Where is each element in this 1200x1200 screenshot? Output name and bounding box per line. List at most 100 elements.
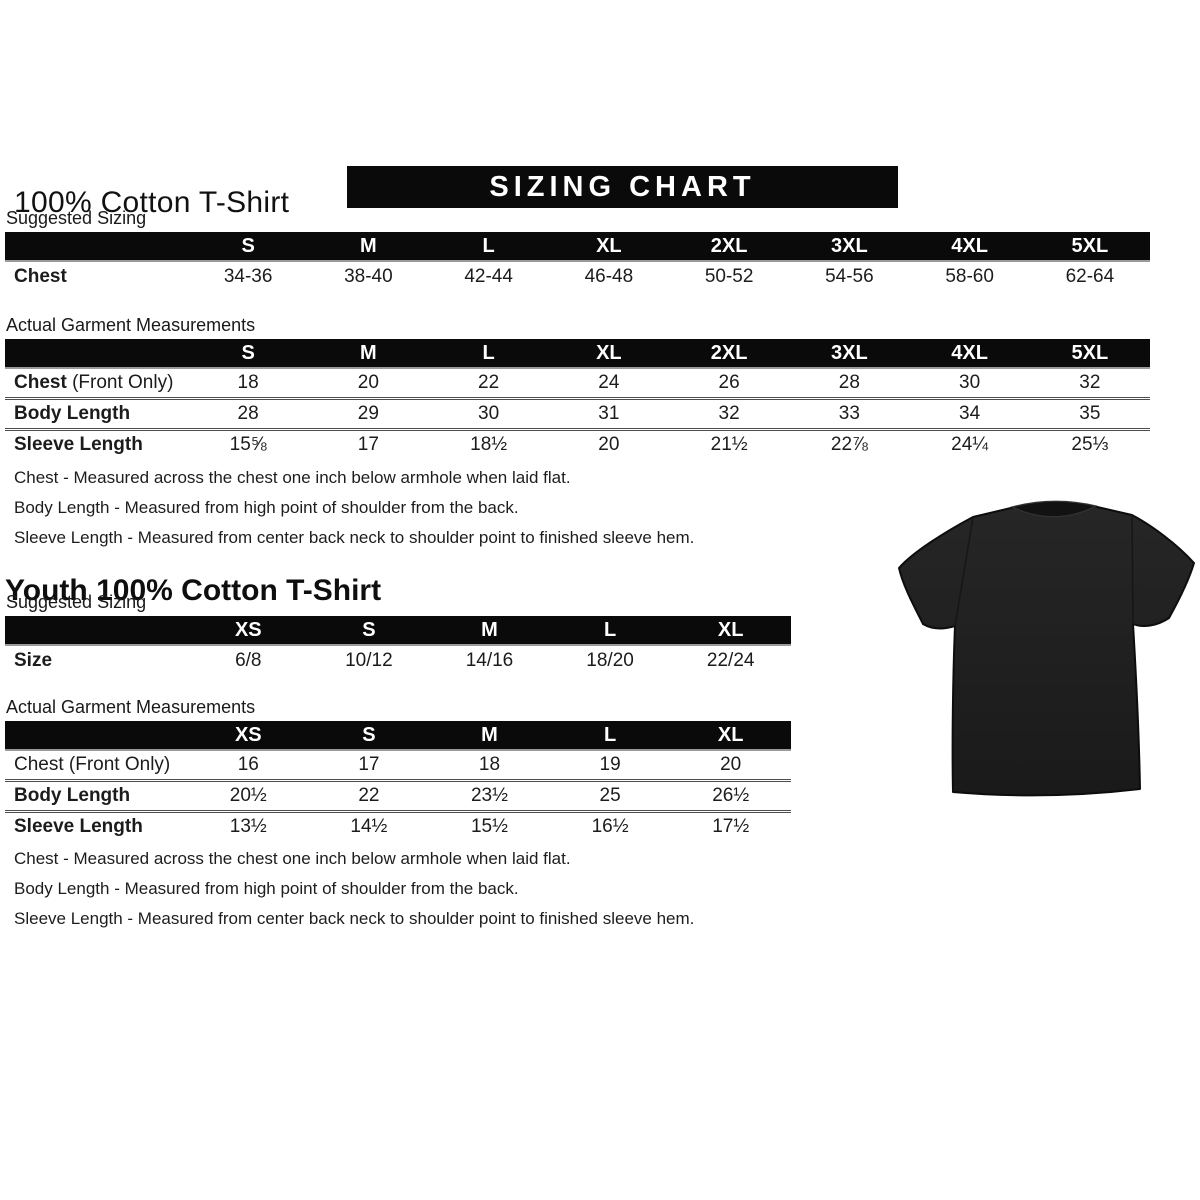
column-header-xs: XS [188, 721, 309, 751]
row-label: Sleeve Length [5, 810, 188, 841]
column-header-s: S [308, 616, 430, 646]
measurement-note: Sleeve Length - Measured from center bac… [14, 528, 695, 547]
table-cell: 15⅝ [188, 428, 309, 459]
table-cell: 28 [188, 397, 309, 430]
column-header-xl: XL [548, 339, 669, 369]
table-cell: 58-60 [945, 266, 994, 287]
table-row: Sleeve Length 13½ 14½ 15½ 16½ 17½ [5, 810, 791, 841]
table-cell: 14½ [308, 810, 430, 841]
corner-cell [5, 721, 188, 751]
table-cell: 13½ [188, 810, 309, 841]
tshirt-image [893, 494, 1198, 802]
table-cell: 26½ [670, 779, 791, 812]
corner-cell [5, 616, 188, 646]
measurement-note: Body Length - Measured from high point o… [14, 498, 519, 517]
row-label: Size [14, 650, 53, 671]
adult-actual-measurements-label: Actual Garment Measurements [6, 315, 256, 335]
page-title: 100% Cotton T-Shirt [14, 186, 290, 220]
table-cell: 24¼ [909, 428, 1030, 459]
table-cell: 23½ [429, 779, 550, 812]
row-label: Chest [14, 266, 67, 287]
youth-measurement-notes: Chest - Measured across the chest one in… [14, 844, 694, 934]
tshirt-collar [1010, 500, 1098, 518]
table-row: Body Length 20½ 22 23½ 25 26½ [5, 779, 791, 812]
table-cell: 18/20 [586, 650, 634, 671]
column-header-l: L [428, 232, 549, 262]
table-cell: 17½ [670, 810, 791, 841]
table-row: Chest (Front Only) 16 17 18 19 20 [5, 750, 791, 781]
adult-suggested-sizing-table: S M L XL 2XL 3XL 4XL 5XL Chest 34-36 38-40 42-44 46-… [5, 232, 1150, 292]
youth-suggested-sizing-label: Suggested Sizing [6, 592, 147, 612]
table-cell: 29 [308, 397, 429, 430]
youth-actual-measurements-table: XS S M L XL Chest (Front Only) 16 17 18 19 20 Body … [5, 721, 791, 841]
table-cell: 38-40 [344, 266, 393, 287]
table-cell: 34 [909, 397, 1030, 430]
table-cell: 20 [548, 428, 669, 459]
youth-title: Youth 100% Cotton T-Shirt [5, 573, 382, 607]
black-tshirt-graphic [898, 500, 1195, 797]
column-header-xl: XL [670, 721, 791, 751]
sizing-chart-banner: SIZING CHART [347, 166, 898, 208]
table-cell: 16½ [549, 810, 671, 841]
table-cell: 19 [599, 754, 621, 775]
table-cell: 17 [358, 754, 380, 775]
column-header-l: L [549, 616, 671, 646]
header-row: S M L XL 2XL 3XL 4XL 5XL [5, 232, 1150, 262]
table-cell: 20 [357, 372, 379, 393]
column-header-m: M [308, 232, 429, 262]
column-header-3xl: 3XL [789, 232, 910, 262]
table-cell: 20 [720, 754, 742, 775]
column-header-m: M [308, 339, 429, 369]
table-cell: 26 [718, 372, 740, 393]
column-header-l: L [549, 721, 671, 751]
measurement-note: Body Length - Measured from high point o… [14, 879, 519, 898]
table-cell: 25⅓ [1029, 428, 1150, 459]
table-cell: 18 [478, 754, 501, 775]
table-cell: 14/16 [465, 650, 514, 671]
table-cell: 18 [237, 372, 259, 393]
table-cell: 15½ [429, 810, 550, 841]
measurement-note: Chest - Measured across the chest one in… [14, 468, 571, 487]
measurement-note: Sleeve Length - Measured from center bac… [14, 909, 695, 928]
table-cell: 22/24 [706, 650, 755, 671]
column-header-l: L [428, 339, 549, 369]
header-row: XS S M L XL [5, 721, 791, 751]
table-row: Chest (Front Only) 18 20 22 24 26 28 30 32 [5, 368, 1150, 399]
corner-cell [5, 339, 188, 369]
table-cell: 22 [478, 372, 500, 393]
table-cell: 32 [1079, 372, 1101, 393]
corner-cell [5, 232, 188, 262]
table-row: Sleeve Length 15⅝ 17 18½ 20 21½ 22⅞ 24¼ 25⅓ [5, 428, 1150, 459]
column-header-xs: XS [188, 616, 309, 646]
table-row: Chest 34-36 38-40 42-44 46-48 50-52 54-56 58-60… [5, 261, 1150, 292]
column-header-s: S [188, 232, 309, 262]
row-label: Body Length [5, 779, 188, 812]
table-cell: 6/8 [235, 650, 262, 671]
column-header-2xl: 2XL [669, 232, 790, 262]
table-cell: 28 [838, 372, 860, 393]
row-label: Chest (Front Only) [14, 372, 174, 393]
row-label: Chest (Front Only) [14, 754, 171, 775]
table-cell: 10/12 [345, 650, 393, 671]
column-header-3xl: 3XL [789, 339, 910, 369]
row-label: Sleeve Length [5, 428, 188, 459]
table-cell: 30 [959, 372, 981, 393]
measurement-note: Chest - Measured across the chest one in… [14, 849, 571, 868]
table-cell: 32 [669, 397, 790, 430]
table-cell: 20½ [188, 779, 309, 812]
column-header-xl: XL [548, 232, 669, 262]
table-cell: 17 [308, 428, 429, 459]
table-cell: 18½ [428, 428, 549, 459]
table-cell: 30 [428, 397, 549, 430]
column-header-2xl: 2XL [669, 339, 790, 369]
table-cell: 62-64 [1065, 266, 1115, 287]
column-header-m: M [429, 721, 550, 751]
table-cell: 22 [308, 779, 430, 812]
column-header-5xl: 5XL [1029, 339, 1150, 369]
table-cell: 34-36 [223, 266, 273, 287]
header-row: S M L XL 2XL 3XL 4XL 5XL [5, 339, 1150, 369]
table-cell: 31 [548, 397, 669, 430]
column-header-xl: XL [670, 616, 791, 646]
table-cell: 54-56 [825, 266, 874, 287]
